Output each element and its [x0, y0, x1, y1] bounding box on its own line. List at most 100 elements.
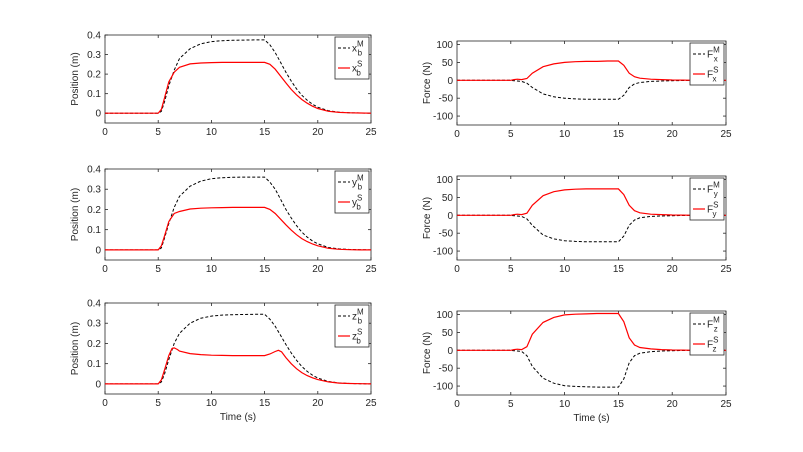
x-tick-label: 10: [559, 129, 571, 140]
x-tick-label: 10: [559, 399, 571, 410]
legend-label-1: FM x: [707, 46, 720, 64]
x-tick-label: 20: [312, 264, 324, 275]
y-tick-label: -100: [433, 112, 453, 123]
plot-area: [456, 310, 727, 396]
x-tick-label: 25: [365, 127, 377, 138]
legend-sup: M: [357, 308, 364, 317]
y-axis-label: Position (m): [70, 322, 81, 375]
y-tick-label: 0.3: [87, 50, 101, 61]
x-tick-label: 5: [155, 264, 161, 275]
y-tick-label: 50: [442, 193, 454, 204]
y-tick-label: -100: [433, 247, 453, 258]
legend-base: x: [352, 44, 357, 55]
legend-sup: S: [713, 66, 718, 75]
legend-base: z: [352, 312, 357, 323]
y-tick-label: 50: [442, 328, 454, 339]
x-tick-label: 0: [102, 127, 108, 138]
legend: FM yFS y: [689, 177, 725, 221]
series-line-2: [457, 60, 726, 81]
legend-base: F: [707, 205, 713, 216]
legend-label-1: zM b: [352, 308, 364, 326]
legend-label-1: FM z: [707, 316, 720, 334]
y-tick-label: -50: [439, 229, 454, 240]
legend-sup: S: [713, 336, 718, 345]
legend-box: [334, 304, 370, 348]
y-tick-label: 0.2: [87, 70, 101, 81]
x-tick-label: 15: [613, 399, 625, 410]
series-group: [105, 39, 371, 114]
legend-box: [689, 177, 725, 221]
series-group: [457, 60, 726, 100]
legend: yM byS b: [334, 170, 370, 214]
legend-sup: M: [713, 181, 720, 190]
y-tick-label: 0: [447, 346, 453, 357]
series-line-2: [105, 61, 371, 114]
legend-sub: x: [714, 55, 718, 64]
legend-base: F: [707, 340, 713, 351]
y-tick-label: 0.1: [87, 359, 101, 370]
legend-base: y: [352, 198, 357, 209]
y-tick-label: 0.3: [87, 319, 101, 330]
x-tick-label: 20: [667, 399, 679, 410]
y-tick-label: 0: [95, 245, 101, 256]
plot-area: [456, 175, 727, 261]
x-tick-label: 10: [206, 264, 218, 275]
x-tick-label: 20: [312, 398, 324, 409]
legend-sup: S: [357, 328, 362, 337]
x-tick-label: 10: [206, 398, 218, 409]
legend-base: F: [707, 70, 713, 81]
plot-area: [456, 40, 727, 126]
x-tick-label: 15: [613, 129, 625, 140]
x-tick-label: 25: [720, 264, 732, 275]
x-tick-label: 20: [667, 264, 679, 275]
legend-sub: b: [356, 69, 361, 78]
x-tick-label: 10: [559, 264, 571, 275]
legend-sup: M: [357, 40, 364, 49]
plot-area: [104, 302, 372, 395]
x-axis-label: Time (s): [220, 412, 256, 423]
y-tick-label: 100: [436, 310, 453, 321]
legend-sub: y: [714, 190, 718, 199]
x-tick-label: 25: [365, 398, 377, 409]
x-tick-label: 5: [155, 127, 161, 138]
series-group: [457, 188, 726, 243]
x-tick-label: 5: [155, 398, 161, 409]
legend-sup: S: [713, 201, 718, 210]
series-line-1: [105, 176, 371, 251]
legend-label-2: FS x: [707, 66, 718, 84]
x-tick-label: 15: [259, 398, 271, 409]
legend-box: [334, 36, 370, 80]
chart-panel-5: 0 5 10 15 20 25 0 0.1 0.2 0.3 0.4 Position (m) Time …: [70, 299, 377, 424]
x-tick-label: 25: [365, 264, 377, 275]
x-tick-label: 20: [312, 127, 324, 138]
y-axis-label: Force (N): [422, 62, 433, 104]
y-axis-label: Force (N): [422, 332, 433, 374]
plot-area: [104, 34, 372, 124]
legend: xM bxS b: [334, 36, 370, 80]
series-group: [105, 313, 371, 385]
legend-sub: b: [358, 317, 363, 326]
y-tick-label: -100: [433, 382, 453, 393]
plot-area: [104, 168, 372, 261]
x-tick-label: 0: [454, 264, 460, 275]
x-tick-label: 15: [259, 127, 271, 138]
legend-base: F: [707, 50, 713, 61]
legend: FM zFS z: [689, 312, 725, 356]
y-tick-label: 0: [95, 109, 101, 120]
series-group: [457, 312, 726, 388]
legend-sup: S: [357, 194, 362, 203]
legend-label-1: yM b: [352, 174, 364, 192]
legend-box: [334, 170, 370, 214]
legend: FM xFS x: [689, 42, 725, 86]
legend-sub: b: [356, 337, 361, 346]
y-tick-label: 50: [442, 58, 454, 69]
x-tick-label: 5: [508, 399, 514, 410]
y-tick-label: 0: [447, 211, 453, 222]
y-tick-label: 0.4: [87, 299, 101, 310]
legend-label-2: zS b: [352, 328, 362, 346]
legend-sup: S: [357, 60, 362, 69]
legend-box: [689, 42, 725, 86]
